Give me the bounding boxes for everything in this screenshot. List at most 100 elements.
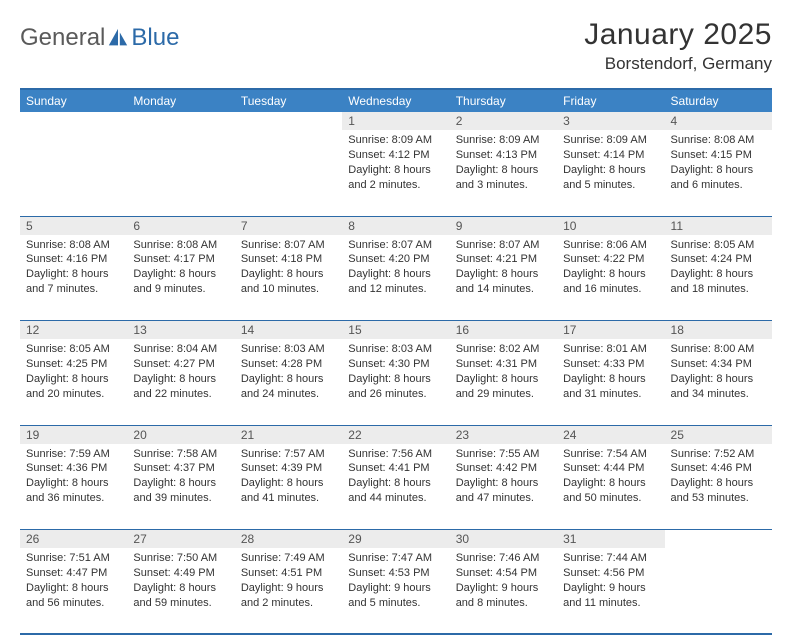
day-d2: and 39 minutes. [133,491,228,506]
logo: General Blue [20,24,179,52]
day-sr: Sunrise: 7:58 AM [133,447,228,462]
day-number-cell: 27 [127,530,234,549]
day-d1: Daylight: 8 hours [563,267,658,282]
day-sr: Sunrise: 8:02 AM [456,342,551,357]
day-info-cell: Sunrise: 7:59 AMSunset: 4:36 PMDaylight:… [20,444,127,530]
weekday-header-row: Sunday Monday Tuesday Wednesday Thursday… [20,89,772,112]
day-d1: Daylight: 8 hours [241,267,336,282]
day-d1: Daylight: 8 hours [26,476,121,491]
day-number-cell: 6 [127,216,234,235]
day-info-cell: Sunrise: 7:58 AMSunset: 4:37 PMDaylight:… [127,444,234,530]
day-d1: Daylight: 8 hours [671,476,766,491]
day-number-cell: 14 [235,321,342,340]
weekday-saturday: Saturday [665,89,772,112]
day-ss: Sunset: 4:49 PM [133,566,228,581]
day-ss: Sunset: 4:37 PM [133,461,228,476]
day-number-cell: 28 [235,530,342,549]
day-d2: and 16 minutes. [563,282,658,297]
location-label: Borstendorf, Germany [584,54,772,74]
day-d2: and 47 minutes. [456,491,551,506]
day-number-cell: 25 [665,425,772,444]
day-sr: Sunrise: 8:09 AM [456,133,551,148]
day-d2: and 29 minutes. [456,387,551,402]
day-number-cell: 16 [450,321,557,340]
day-d1: Daylight: 8 hours [26,372,121,387]
logo-text-general: General [20,24,105,52]
day-number-cell: 5 [20,216,127,235]
day-d1: Daylight: 8 hours [241,476,336,491]
day-info-cell: Sunrise: 8:06 AMSunset: 4:22 PMDaylight:… [557,235,664,321]
weekday-thursday: Thursday [450,89,557,112]
weekday-sunday: Sunday [20,89,127,112]
day-info-cell: Sunrise: 7:46 AMSunset: 4:54 PMDaylight:… [450,548,557,634]
day-d2: and 26 minutes. [348,387,443,402]
day-d1: Daylight: 8 hours [671,372,766,387]
daynum-row: 1234 [20,112,772,130]
day-number-cell [235,112,342,130]
day-number-cell: 30 [450,530,557,549]
day-d2: and 10 minutes. [241,282,336,297]
logo-text-blue: Blue [131,24,179,52]
info-row: Sunrise: 7:59 AMSunset: 4:36 PMDaylight:… [20,444,772,530]
info-row: Sunrise: 8:09 AMSunset: 4:12 PMDaylight:… [20,130,772,216]
day-number-cell: 17 [557,321,664,340]
day-info-cell [127,130,234,216]
daynum-row: 19202122232425 [20,425,772,444]
day-sr: Sunrise: 8:06 AM [563,238,658,253]
day-info-cell: Sunrise: 7:57 AMSunset: 4:39 PMDaylight:… [235,444,342,530]
day-sr: Sunrise: 7:50 AM [133,551,228,566]
day-info-cell: Sunrise: 8:09 AMSunset: 4:14 PMDaylight:… [557,130,664,216]
day-info-cell: Sunrise: 8:08 AMSunset: 4:16 PMDaylight:… [20,235,127,321]
day-ss: Sunset: 4:24 PM [671,252,766,267]
day-info-cell: Sunrise: 7:49 AMSunset: 4:51 PMDaylight:… [235,548,342,634]
day-ss: Sunset: 4:17 PM [133,252,228,267]
day-info-cell: Sunrise: 8:07 AMSunset: 4:18 PMDaylight:… [235,235,342,321]
day-sr: Sunrise: 7:56 AM [348,447,443,462]
day-d2: and 24 minutes. [241,387,336,402]
day-d2: and 2 minutes. [241,596,336,611]
day-number-cell [665,530,772,549]
day-number-cell: 10 [557,216,664,235]
day-number-cell [127,112,234,130]
day-number-cell: 26 [20,530,127,549]
day-number-cell: 2 [450,112,557,130]
day-d1: Daylight: 9 hours [456,581,551,596]
info-row: Sunrise: 8:08 AMSunset: 4:16 PMDaylight:… [20,235,772,321]
day-d2: and 56 minutes. [26,596,121,611]
day-ss: Sunset: 4:20 PM [348,252,443,267]
day-d2: and 59 minutes. [133,596,228,611]
day-ss: Sunset: 4:39 PM [241,461,336,476]
day-info-cell: Sunrise: 8:00 AMSunset: 4:34 PMDaylight:… [665,339,772,425]
day-number-cell: 22 [342,425,449,444]
day-d1: Daylight: 8 hours [348,476,443,491]
day-ss: Sunset: 4:22 PM [563,252,658,267]
day-sr: Sunrise: 8:01 AM [563,342,658,357]
day-d2: and 5 minutes. [563,178,658,193]
day-sr: Sunrise: 8:03 AM [241,342,336,357]
day-d2: and 2 minutes. [348,178,443,193]
day-info-cell: Sunrise: 8:02 AMSunset: 4:31 PMDaylight:… [450,339,557,425]
day-ss: Sunset: 4:56 PM [563,566,658,581]
day-ss: Sunset: 4:44 PM [563,461,658,476]
day-d1: Daylight: 8 hours [456,163,551,178]
day-number-cell: 23 [450,425,557,444]
logo-sail-icon [107,27,129,49]
day-number-cell: 19 [20,425,127,444]
day-sr: Sunrise: 7:51 AM [26,551,121,566]
day-number-cell: 11 [665,216,772,235]
day-sr: Sunrise: 8:08 AM [26,238,121,253]
header: General Blue January 2025 Borstendorf, G… [20,18,772,74]
day-d2: and 5 minutes. [348,596,443,611]
day-ss: Sunset: 4:25 PM [26,357,121,372]
day-number-cell: 4 [665,112,772,130]
day-d1: Daylight: 8 hours [563,163,658,178]
day-ss: Sunset: 4:51 PM [241,566,336,581]
title-block: January 2025 Borstendorf, Germany [584,18,772,74]
weekday-friday: Friday [557,89,664,112]
day-sr: Sunrise: 7:54 AM [563,447,658,462]
day-d1: Daylight: 9 hours [348,581,443,596]
day-d1: Daylight: 8 hours [133,581,228,596]
day-sr: Sunrise: 8:00 AM [671,342,766,357]
day-d1: Daylight: 8 hours [348,372,443,387]
day-d2: and 18 minutes. [671,282,766,297]
